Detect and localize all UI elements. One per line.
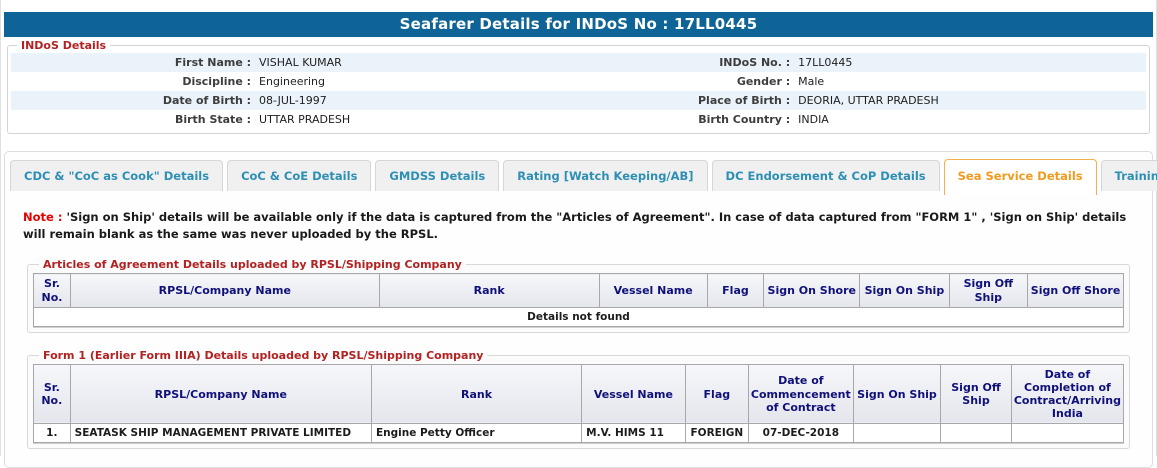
date-of-birth-value: 08-JUL-1997 (259, 94, 327, 107)
col-rpsl-company-name: RPSL/Company Name (69, 363, 372, 425)
col-rpsl-company-name: RPSL/Company Name (70, 273, 380, 308)
cell-rpsl-company-name: SEATASK SHIP MANAGEMENT PRIVATE LIMITED (69, 423, 372, 444)
indos-details-table: First Name : VISHAL KUMAR INDoS No. : 17… (11, 53, 1146, 129)
date-of-birth-label: Date of Birth : (162, 94, 252, 107)
birth-state-value: UTTAR PRADESH (259, 113, 351, 126)
place-of-birth-label: Place of Birth : (697, 94, 791, 107)
discipline-value: Engineering (259, 75, 326, 88)
col-sign-off-ship: Sign Off Ship (948, 273, 1029, 308)
articles-empty-row: Details not found (33, 306, 1124, 327)
col-rank: Rank (370, 363, 583, 425)
tab-gmdss-details[interactable]: GMDSS Details (375, 160, 500, 191)
cell-flag: FOREIGN (684, 423, 749, 444)
form1-legend: Form 1 (Earlier Form IIIA) Details uploa… (43, 348, 484, 362)
details-not-found-message: Details not found (33, 306, 1124, 327)
birth-country-label: Birth Country : (698, 113, 791, 126)
birth-state-label: Birth State : (174, 113, 252, 126)
first-name-value: VISHAL KUMAR (259, 56, 342, 69)
col-flag: Flag (684, 363, 749, 425)
col-sign-on-shore: Sign On Shore (763, 273, 861, 308)
note-prefix: Note : (23, 210, 63, 224)
indos-row: Date of Birth : 08-JUL-1997 Place of Bir… (11, 91, 1146, 110)
tab-rating-watch-keeping-ab[interactable]: Rating [Watch Keeping/AB] (503, 160, 708, 191)
cell-vessel-name: M.V. HIMS 11 (581, 423, 686, 444)
details-tabs-widget: CDC & "CoC as Cook" Details CoC & CoE De… (4, 151, 1157, 468)
cell-date-of-commencement: 07-DEC-2018 (747, 423, 854, 444)
articles-of-agreement-legend: Articles of Agreement Details uploaded b… (43, 258, 462, 272)
discipline-label: Discipline : (182, 75, 252, 88)
indos-row: Birth State : UTTAR PRADESH Birth Countr… (11, 110, 1146, 129)
tab-sea-service-details[interactable]: Sea Service Details (943, 159, 1097, 195)
first-name-label: First Name : (174, 56, 252, 69)
col-sign-on-ship: Sign On Ship (852, 363, 942, 425)
cell-sign-on-ship (852, 423, 942, 444)
tab-coc-coe-details[interactable]: CoC & CoE Details (227, 160, 372, 191)
indos-row: Discipline : Engineering Gender : Male (11, 72, 1146, 91)
col-rank: Rank (378, 273, 600, 308)
gender-value: Male (798, 75, 825, 88)
sea-service-details-panel: Note : 'Sign on Ship' details will be av… (5, 191, 1152, 467)
col-date-of-commencement: Date of Commencement of Contract (747, 363, 854, 425)
col-sign-off-ship: Sign Off Ship (940, 363, 1012, 425)
form1-table: Sr. No. RPSL/Company Name Rank Vessel Na… (33, 363, 1125, 444)
form1-section: Form 1 (Earlier Form IIIA) Details uploa… (27, 348, 1130, 450)
indos-details-section: INDoS Details First Name : VISHAL KUMAR … (7, 39, 1150, 134)
col-sr-no: Sr. No. (33, 363, 71, 425)
articles-of-agreement-section: Articles of Agreement Details uploaded b… (27, 258, 1130, 333)
col-sign-off-shore: Sign Off Shore (1027, 273, 1124, 308)
tab-bar: CDC & "CoC as Cook" Details CoC & CoE De… (5, 152, 1157, 195)
form1-header-row: Sr. No. RPSL/Company Name Rank Vessel Na… (33, 363, 1125, 425)
gender-label: Gender : (736, 75, 791, 88)
table-row: 1. SEATASK SHIP MANAGEMENT PRIVATE LIMIT… (33, 423, 1125, 444)
cell-rank: Engine Petty Officer (370, 423, 583, 444)
tab-dc-endorsement-cop-details[interactable]: DC Endorsement & CoP Details (711, 160, 940, 191)
indos-no-label: INDoS No. : (719, 56, 791, 69)
col-vessel-name: Vessel Name (581, 363, 686, 425)
indos-row: First Name : VISHAL KUMAR INDoS No. : 17… (11, 53, 1146, 72)
col-flag: Flag (706, 273, 765, 308)
col-date-of-completion: Date of Completion of Contract/Arriving … (1010, 363, 1125, 425)
articles-header-row: Sr. No. RPSL/Company Name Rank Vessel Na… (32, 273, 1124, 308)
col-sign-on-ship: Sign On Ship (859, 273, 950, 308)
col-vessel-name: Vessel Name (598, 273, 708, 308)
sign-on-ship-note: Note : 'Sign on Ship' details will be av… (23, 209, 1134, 242)
note-text: 'Sign on Ship' details will be available… (23, 210, 1127, 241)
cell-sign-off-ship (940, 423, 1012, 444)
tab-cdc-coc-as-cook-details[interactable]: CDC & "CoC as Cook" Details (10, 160, 224, 191)
col-sr-no: Sr. No. (32, 273, 72, 308)
birth-country-value: INDIA (798, 113, 829, 126)
tab-training-details[interactable]: Training Details (1100, 160, 1157, 191)
cell-date-of-completion (1010, 423, 1125, 444)
articles-of-agreement-table: Sr. No. RPSL/Company Name Rank Vessel Na… (32, 273, 1124, 327)
cell-sr-no: 1. (33, 423, 71, 444)
indos-details-legend: INDoS Details (21, 39, 107, 52)
place-of-birth-value: DEORIA, UTTAR PRADESH (798, 94, 939, 107)
page-title: Seafarer Details for INDoS No : 17LL0445 (4, 12, 1153, 37)
indos-no-value: 17LL0445 (798, 56, 853, 69)
